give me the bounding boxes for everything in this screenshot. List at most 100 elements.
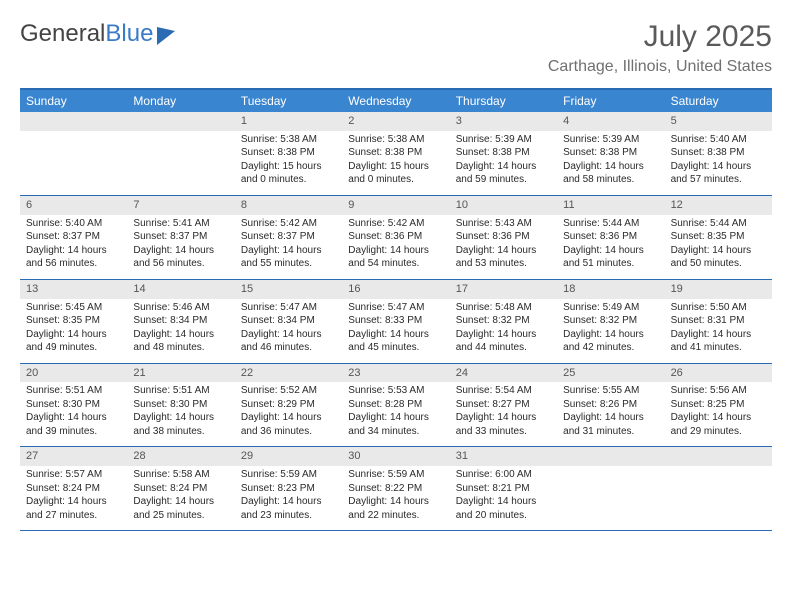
- weekday-header: Tuesday: [235, 90, 342, 112]
- calendar-day: 6Sunrise: 5:40 AMSunset: 8:37 PMDaylight…: [20, 196, 127, 279]
- day-number: 16: [342, 280, 449, 299]
- sunrise-text: Sunrise: 5:43 AM: [456, 217, 551, 231]
- sunset-text: Sunset: 8:30 PM: [133, 398, 228, 412]
- daylight-text: Daylight: 14 hours and 49 minutes.: [26, 328, 121, 355]
- brand-mark-icon: [157, 27, 175, 45]
- weekday-header: Monday: [127, 90, 234, 112]
- day-content: Sunrise: 6:00 AMSunset: 8:21 PMDaylight:…: [450, 466, 557, 530]
- day-content: Sunrise: 5:55 AMSunset: 8:26 PMDaylight:…: [557, 382, 664, 446]
- sunrise-text: Sunrise: 5:52 AM: [241, 384, 336, 398]
- weekday-header-row: SundayMondayTuesdayWednesdayThursdayFrid…: [20, 90, 772, 112]
- sunset-text: Sunset: 8:36 PM: [563, 230, 658, 244]
- sunrise-text: Sunrise: 5:57 AM: [26, 468, 121, 482]
- day-content: Sunrise: 5:48 AMSunset: 8:32 PMDaylight:…: [450, 299, 557, 363]
- calendar-day: 13Sunrise: 5:45 AMSunset: 8:35 PMDayligh…: [20, 280, 127, 363]
- calendar-day: 4Sunrise: 5:39 AMSunset: 8:38 PMDaylight…: [557, 112, 664, 195]
- sunset-text: Sunset: 8:37 PM: [26, 230, 121, 244]
- sunrise-text: Sunrise: 5:38 AM: [241, 133, 336, 147]
- day-number: [665, 447, 772, 466]
- sunrise-text: Sunrise: 5:51 AM: [133, 384, 228, 398]
- daylight-text: Daylight: 14 hours and 56 minutes.: [133, 244, 228, 271]
- sunrise-text: Sunrise: 5:54 AM: [456, 384, 551, 398]
- daylight-text: Daylight: 14 hours and 41 minutes.: [671, 328, 766, 355]
- day-number: 25: [557, 364, 664, 383]
- day-content: Sunrise: 5:44 AMSunset: 8:35 PMDaylight:…: [665, 215, 772, 279]
- day-content: Sunrise: 5:39 AMSunset: 8:38 PMDaylight:…: [557, 131, 664, 195]
- sunset-text: Sunset: 8:32 PM: [456, 314, 551, 328]
- sunrise-text: Sunrise: 5:53 AM: [348, 384, 443, 398]
- calendar-day: [665, 447, 772, 530]
- day-content: Sunrise: 5:40 AMSunset: 8:38 PMDaylight:…: [665, 131, 772, 195]
- calendar-week: 1Sunrise: 5:38 AMSunset: 8:38 PMDaylight…: [20, 112, 772, 196]
- daylight-text: Daylight: 14 hours and 29 minutes.: [671, 411, 766, 438]
- day-content: Sunrise: 5:44 AMSunset: 8:36 PMDaylight:…: [557, 215, 664, 279]
- sunset-text: Sunset: 8:34 PM: [133, 314, 228, 328]
- sunset-text: Sunset: 8:36 PM: [348, 230, 443, 244]
- sunset-text: Sunset: 8:36 PM: [456, 230, 551, 244]
- sunrise-text: Sunrise: 5:40 AM: [26, 217, 121, 231]
- calendar-week: 13Sunrise: 5:45 AMSunset: 8:35 PMDayligh…: [20, 280, 772, 364]
- daylight-text: Daylight: 14 hours and 27 minutes.: [26, 495, 121, 522]
- sunset-text: Sunset: 8:35 PM: [26, 314, 121, 328]
- sunrise-text: Sunrise: 5:59 AM: [241, 468, 336, 482]
- sunrise-text: Sunrise: 5:50 AM: [671, 301, 766, 315]
- daylight-text: Daylight: 14 hours and 50 minutes.: [671, 244, 766, 271]
- sunrise-text: Sunrise: 5:44 AM: [671, 217, 766, 231]
- sunset-text: Sunset: 8:25 PM: [671, 398, 766, 412]
- day-content: Sunrise: 5:57 AMSunset: 8:24 PMDaylight:…: [20, 466, 127, 530]
- daylight-text: Daylight: 15 hours and 0 minutes.: [241, 160, 336, 187]
- sunset-text: Sunset: 8:22 PM: [348, 482, 443, 496]
- sunrise-text: Sunrise: 5:39 AM: [563, 133, 658, 147]
- day-number: 14: [127, 280, 234, 299]
- sunset-text: Sunset: 8:38 PM: [671, 146, 766, 160]
- weekday-header: Saturday: [665, 90, 772, 112]
- sunrise-text: Sunrise: 5:47 AM: [348, 301, 443, 315]
- sunrise-text: Sunrise: 5:45 AM: [26, 301, 121, 315]
- day-number: 26: [665, 364, 772, 383]
- daylight-text: Daylight: 14 hours and 20 minutes.: [456, 495, 551, 522]
- day-number: 9: [342, 196, 449, 215]
- daylight-text: Daylight: 14 hours and 38 minutes.: [133, 411, 228, 438]
- calendar-day: 14Sunrise: 5:46 AMSunset: 8:34 PMDayligh…: [127, 280, 234, 363]
- daylight-text: Daylight: 14 hours and 22 minutes.: [348, 495, 443, 522]
- calendar-day: 15Sunrise: 5:47 AMSunset: 8:34 PMDayligh…: [235, 280, 342, 363]
- calendar-day: 22Sunrise: 5:52 AMSunset: 8:29 PMDayligh…: [235, 364, 342, 447]
- calendar: SundayMondayTuesdayWednesdayThursdayFrid…: [20, 88, 772, 531]
- day-number: 8: [235, 196, 342, 215]
- sunset-text: Sunset: 8:24 PM: [26, 482, 121, 496]
- calendar-day: 1Sunrise: 5:38 AMSunset: 8:38 PMDaylight…: [235, 112, 342, 195]
- daylight-text: Daylight: 14 hours and 39 minutes.: [26, 411, 121, 438]
- sunrise-text: Sunrise: 5:49 AM: [563, 301, 658, 315]
- sunset-text: Sunset: 8:31 PM: [671, 314, 766, 328]
- day-content: [557, 466, 664, 530]
- daylight-text: Daylight: 14 hours and 59 minutes.: [456, 160, 551, 187]
- sunset-text: Sunset: 8:37 PM: [133, 230, 228, 244]
- daylight-text: Daylight: 14 hours and 31 minutes.: [563, 411, 658, 438]
- sunset-text: Sunset: 8:24 PM: [133, 482, 228, 496]
- day-content: Sunrise: 5:41 AMSunset: 8:37 PMDaylight:…: [127, 215, 234, 279]
- daylight-text: Daylight: 14 hours and 57 minutes.: [671, 160, 766, 187]
- day-number: 23: [342, 364, 449, 383]
- calendar-day: 11Sunrise: 5:44 AMSunset: 8:36 PMDayligh…: [557, 196, 664, 279]
- sunrise-text: Sunrise: 5:40 AM: [671, 133, 766, 147]
- month-title: July 2025: [548, 20, 772, 54]
- daylight-text: Daylight: 14 hours and 36 minutes.: [241, 411, 336, 438]
- calendar-week: 6Sunrise: 5:40 AMSunset: 8:37 PMDaylight…: [20, 196, 772, 280]
- day-content: Sunrise: 5:58 AMSunset: 8:24 PMDaylight:…: [127, 466, 234, 530]
- day-number: [20, 112, 127, 131]
- daylight-text: Daylight: 14 hours and 34 minutes.: [348, 411, 443, 438]
- calendar-day: 27Sunrise: 5:57 AMSunset: 8:24 PMDayligh…: [20, 447, 127, 530]
- day-number: 20: [20, 364, 127, 383]
- day-number: [557, 447, 664, 466]
- day-content: [127, 131, 234, 195]
- sunset-text: Sunset: 8:38 PM: [348, 146, 443, 160]
- calendar-day: 12Sunrise: 5:44 AMSunset: 8:35 PMDayligh…: [665, 196, 772, 279]
- sunrise-text: Sunrise: 5:59 AM: [348, 468, 443, 482]
- day-number: 4: [557, 112, 664, 131]
- day-number: 31: [450, 447, 557, 466]
- sunset-text: Sunset: 8:35 PM: [671, 230, 766, 244]
- brand-logo: GeneralBlue: [20, 20, 175, 48]
- daylight-text: Daylight: 14 hours and 23 minutes.: [241, 495, 336, 522]
- calendar-day: 24Sunrise: 5:54 AMSunset: 8:27 PMDayligh…: [450, 364, 557, 447]
- day-content: Sunrise: 5:49 AMSunset: 8:32 PMDaylight:…: [557, 299, 664, 363]
